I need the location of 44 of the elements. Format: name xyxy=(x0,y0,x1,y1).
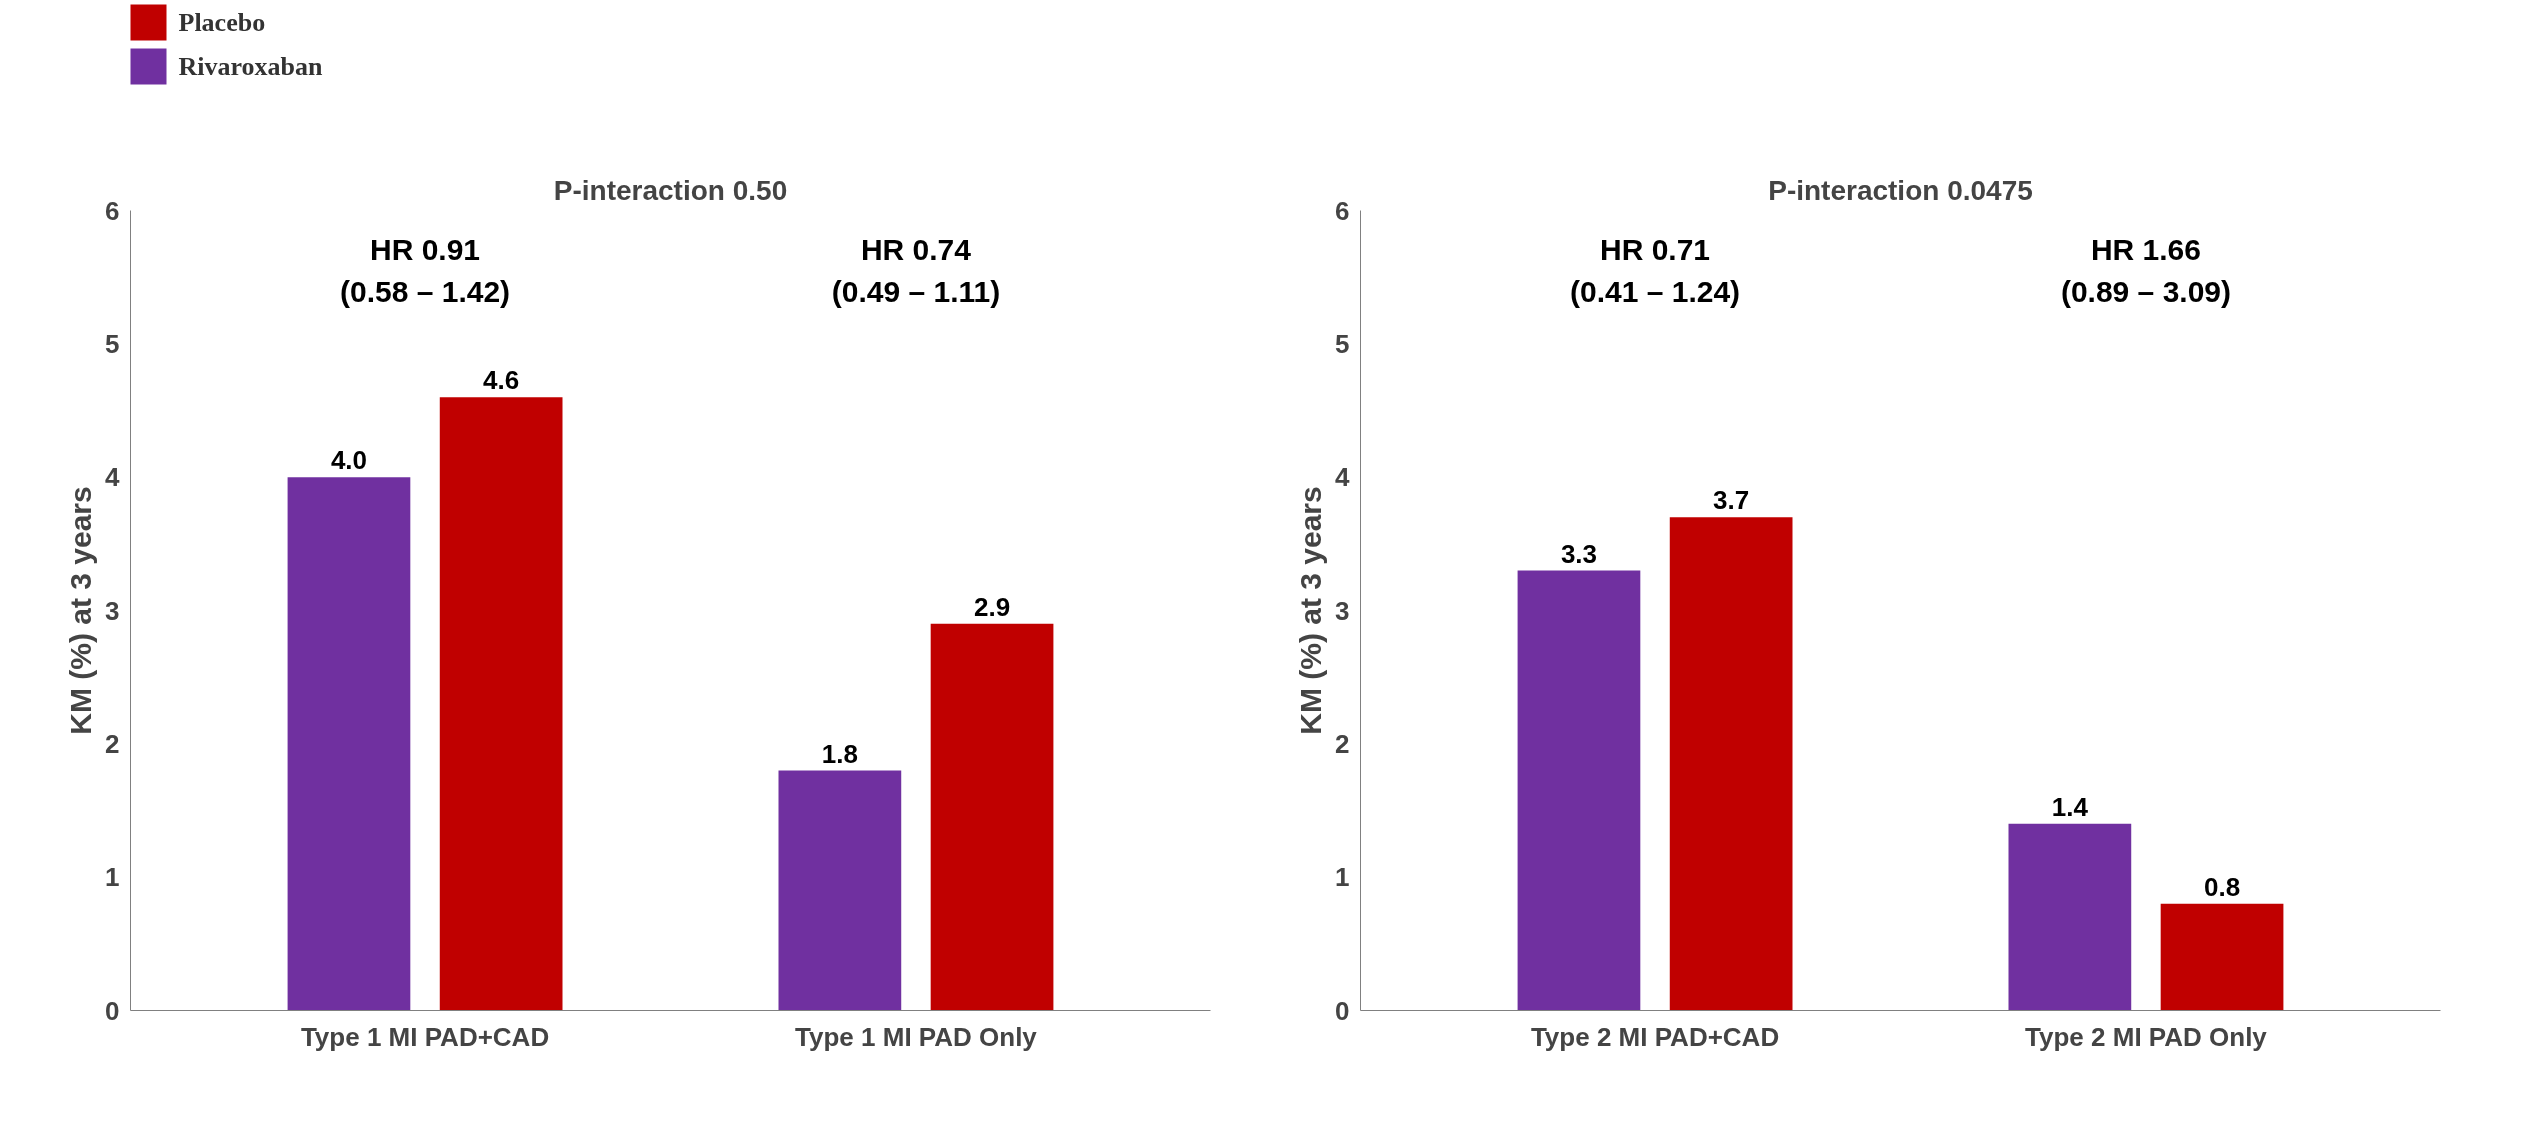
legend-label: Rivaroxaban xyxy=(178,52,324,81)
annotation: HR 1.66 (0.89 – 3.09) xyxy=(2060,232,2232,309)
data-label: 4.6 xyxy=(483,365,520,396)
chart-title: P-interaction 0.0475 xyxy=(1768,174,2033,206)
data-label: 4.0 xyxy=(330,445,368,476)
bar xyxy=(778,770,902,1011)
y-tick-label: 0 xyxy=(1335,995,1350,1026)
y-tick-label: 6 xyxy=(1335,195,1350,226)
bar xyxy=(439,397,563,1011)
legend-label: Placebo xyxy=(178,8,266,37)
y-tick-label: 3 xyxy=(1335,595,1350,626)
data-label: 3.7 xyxy=(1713,485,1750,516)
x-tick-label: Type 2 MI PAD Only xyxy=(2025,1021,2268,1052)
data-label: 3.3 xyxy=(1560,538,1598,569)
y-tick-label: 2 xyxy=(105,728,120,759)
data-label: 1.8 xyxy=(821,738,858,769)
annotation: HR 0.71 (0.41 – 1.24) xyxy=(1569,232,1741,309)
data-label: 1.4 xyxy=(2051,791,2089,822)
bar xyxy=(2008,823,2132,1011)
annotation: HR 0.91 (0.58 – 1.42) xyxy=(339,232,511,309)
bar xyxy=(1669,517,1793,1011)
y-tick-label: 4 xyxy=(1335,462,1351,493)
bar xyxy=(287,477,411,1011)
bar xyxy=(930,623,1054,1011)
x-tick-label: Type 1 MI PAD+CAD xyxy=(300,1021,550,1052)
bar xyxy=(1517,570,1641,1011)
x-tick-label: Type 2 MI PAD+CAD xyxy=(1530,1021,1780,1052)
y-tick-label: 0 xyxy=(105,995,120,1026)
x-tick-label: Type 1 MI PAD Only xyxy=(795,1021,1038,1052)
y-axis-title: KM (%) at 3 years xyxy=(1294,486,1328,735)
data-label: 2.9 xyxy=(973,591,1011,622)
chart-title: P-interaction 0.50 xyxy=(553,174,788,206)
y-tick-label: 6 xyxy=(105,195,120,226)
y-tick-label: 4 xyxy=(105,462,121,493)
y-tick-label: 5 xyxy=(105,328,120,359)
data-label: 0.8 xyxy=(2203,871,2241,902)
y-tick-label: 3 xyxy=(105,595,120,626)
annotation: HR 0.74 (0.49 – 1.11) xyxy=(831,232,1001,309)
y-tick-label: 1 xyxy=(105,862,120,893)
y-tick-label: 2 xyxy=(1335,728,1350,759)
bar xyxy=(2160,903,2284,1011)
y-tick-label: 1 xyxy=(1335,862,1350,893)
y-axis-title: KM (%) at 3 years xyxy=(64,486,98,735)
y-tick-label: 5 xyxy=(1335,328,1350,359)
